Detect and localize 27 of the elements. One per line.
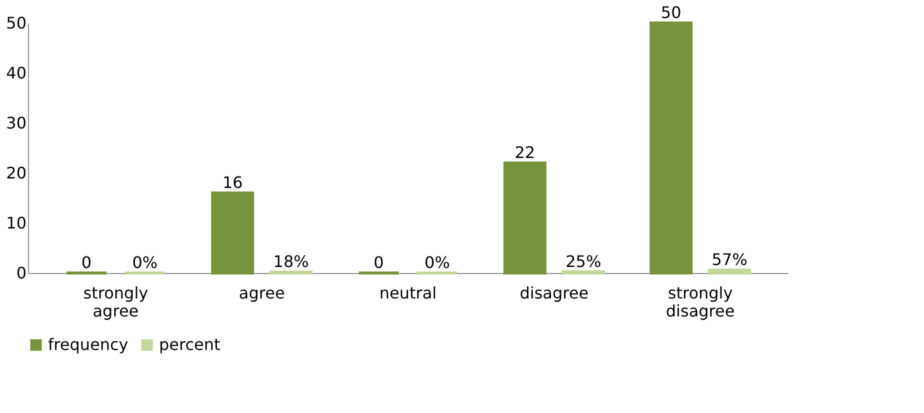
data-label: 25% bbox=[566, 252, 602, 271]
data-label: 18% bbox=[273, 252, 309, 272]
data-label: 0 bbox=[81, 253, 92, 272]
x-tick-label: strongly disagree bbox=[666, 284, 735, 320]
data-label: 57% bbox=[712, 250, 748, 270]
data-label: 0 bbox=[374, 253, 384, 272]
y-tick-label: 20 bbox=[6, 164, 26, 182]
x-tick-label: agree bbox=[238, 284, 285, 302]
y-tick-label: 0 bbox=[16, 264, 26, 282]
y-tick-label: 50 bbox=[6, 14, 26, 32]
data-label: 16 bbox=[222, 173, 243, 192]
y-tick-label: 40 bbox=[6, 64, 26, 82]
data-label: 0% bbox=[132, 253, 158, 272]
x-tick-label: disagree bbox=[520, 284, 589, 302]
y-tick-label: 30 bbox=[6, 114, 26, 132]
data-label: 50 bbox=[660, 3, 682, 22]
bar bbox=[211, 192, 254, 274]
x-tick-label: strongly agree bbox=[83, 284, 148, 320]
legend-label: frequency bbox=[48, 335, 128, 354]
data-label: 22 bbox=[514, 143, 536, 162]
data-label: 0% bbox=[424, 253, 450, 272]
bar bbox=[503, 162, 546, 274]
y-tick-label: 10 bbox=[6, 214, 26, 232]
legend-label: percent bbox=[159, 335, 220, 354]
bar bbox=[708, 268, 752, 274]
bar bbox=[650, 22, 693, 274]
x-tick-label: neutral bbox=[379, 284, 437, 302]
